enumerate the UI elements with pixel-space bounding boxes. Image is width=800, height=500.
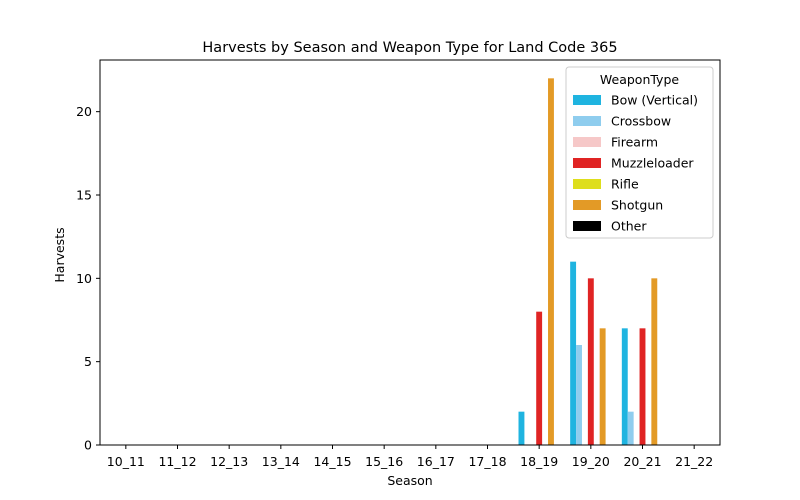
legend-swatch — [573, 137, 601, 147]
bar — [599, 328, 606, 445]
x-tick-label: 12_13 — [210, 454, 248, 469]
legend-swatch — [573, 158, 601, 168]
y-tick-label: 20 — [76, 104, 92, 119]
axes: 0 5 10 15 20 10_11 11_12 12_13 13_14 14_15 15_16 16… — [76, 59, 721, 469]
bar — [548, 78, 554, 445]
legend-swatch — [573, 200, 601, 210]
x-tick-label: 14_15 — [313, 454, 351, 469]
x-tick-label: 20_21 — [623, 454, 661, 469]
bar — [651, 278, 658, 445]
y-axis-label: Harvests — [52, 227, 67, 282]
legend-label: Other — [611, 219, 647, 234]
legend-title: WeaponType — [600, 72, 680, 87]
legend: WeaponType Bow (Vertical) Crossbow Firearm M… — [565, 66, 714, 239]
legend-swatch — [573, 95, 601, 105]
bar — [518, 411, 525, 445]
x-tick-label: 18_19 — [520, 454, 558, 469]
bar — [639, 328, 646, 445]
x-tick-label: 11_12 — [158, 454, 196, 469]
x-tick-label: 17_18 — [468, 454, 506, 469]
legend-label: Firearm — [611, 135, 658, 150]
x-axis-label: Season — [387, 473, 432, 488]
legend-swatch — [573, 221, 601, 231]
bar — [621, 328, 628, 445]
y-tick-label: 5 — [84, 354, 92, 369]
x-tick-label: 21_22 — [675, 454, 713, 469]
legend-box — [565, 66, 714, 239]
x-tick-label: 15_16 — [365, 454, 403, 469]
x-tick-label: 13_14 — [262, 454, 300, 469]
bar — [587, 278, 594, 445]
legend-swatch — [573, 179, 601, 189]
x-tick-label: 10_11 — [107, 454, 145, 469]
legend-label: Crossbow — [611, 114, 671, 129]
bars-layer — [518, 78, 658, 445]
y-tick-label: 0 — [84, 438, 92, 453]
bar — [536, 311, 543, 445]
legend-label: Shotgun — [611, 198, 663, 213]
legend-label: Bow (Vertical) — [611, 93, 698, 108]
bar — [627, 411, 634, 445]
bar — [576, 345, 582, 445]
chart-title: Harvests by Season and Weapon Type for L… — [202, 40, 617, 56]
plot-frame — [99, 59, 721, 446]
y-tick-label: 15 — [76, 188, 92, 203]
x-tick-label: 19_20 — [572, 454, 610, 469]
legend-swatch — [573, 116, 601, 126]
x-tick-label: 16_17 — [417, 454, 455, 469]
y-tick-label: 10 — [76, 271, 92, 286]
legend-label: Muzzleloader — [611, 156, 694, 171]
bar — [570, 261, 577, 445]
legend-label: Rifle — [611, 177, 639, 192]
